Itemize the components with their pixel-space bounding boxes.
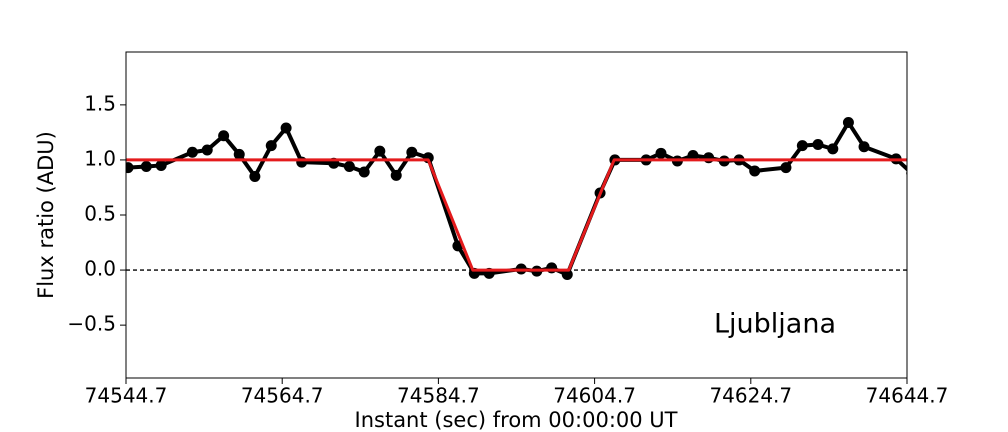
data-point [201,144,213,156]
data-point [687,150,699,162]
data-point [390,169,402,181]
data-point [406,146,418,158]
data-point [858,141,870,153]
x-tick-label: 74604.7 [553,384,636,408]
data-point [827,143,839,155]
annotation: Ljubljana [714,309,836,340]
data-point [126,162,134,174]
data-point [265,140,277,152]
data-point [655,147,667,159]
data-point [561,268,573,280]
data-point [249,170,261,182]
data-point [280,122,292,134]
series-line [127,120,907,277]
data-point [218,130,230,142]
data-point [155,159,167,171]
y-tick-label: 0.0 [84,257,116,281]
data-point [186,146,198,158]
plot-area [126,116,907,280]
y-tick-label: −0.5 [67,312,116,336]
data-point [780,162,792,174]
data-point [358,166,370,178]
data-point [906,170,907,177]
data-point [546,262,558,274]
x-tick-label: 74544.7 [85,384,168,408]
y-tick-label: 1.5 [84,91,116,115]
y-tick-label: 1.0 [84,146,116,170]
data-point [703,152,715,164]
x-tick-label: 74624.7 [709,384,792,408]
data-point [343,161,355,173]
series-line [126,158,907,272]
data-point [233,148,245,160]
x-tick-label: 74584.7 [397,384,480,408]
data-point [140,161,152,173]
x-tick-label: 74644.7 [866,384,949,408]
data-point [374,145,386,157]
data-point [842,116,854,128]
y-tick-label: 0.5 [84,202,116,226]
y-axis-label: Flux ratio (ADU) [34,131,58,299]
data-point [296,156,308,168]
data-point [749,165,761,177]
data-point [796,140,808,152]
x-axis-label: Instant (sec) from 00:00:00 UT [355,408,678,432]
data-point [812,139,824,151]
x-tick-label: 74564.7 [241,384,324,408]
